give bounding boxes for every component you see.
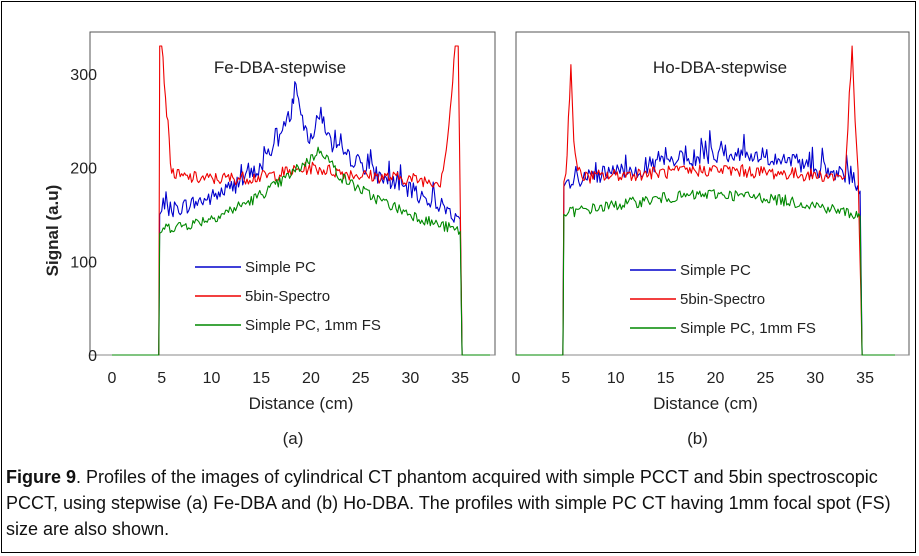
x-tick-label: 5 bbox=[561, 370, 570, 387]
series-line-simple-pc-1mm-fs bbox=[112, 146, 490, 356]
legend-label: 5bin-Spectro bbox=[245, 288, 330, 305]
x-tick-label: 15 bbox=[657, 370, 675, 387]
x-tick-label: 20 bbox=[707, 370, 725, 387]
series-line-simple-pc bbox=[516, 130, 895, 356]
series-line-simple-pc-1mm-fs bbox=[516, 189, 895, 356]
caption-text: . Profiles of the images of cylindrical … bbox=[6, 467, 891, 539]
x-axis-label: Distance (cm) bbox=[249, 394, 354, 413]
x-tick-label: 25 bbox=[352, 370, 370, 387]
x-tick-label: 25 bbox=[756, 370, 774, 387]
x-tick-label: 10 bbox=[607, 370, 625, 387]
x-tick-label: 20 bbox=[302, 370, 320, 387]
legend-label: Simple PC, 1mm FS bbox=[245, 317, 381, 334]
x-tick-label: 5 bbox=[157, 370, 166, 387]
legend-label: 5bin-Spectro bbox=[680, 291, 765, 308]
panel-label: (b) bbox=[687, 429, 708, 448]
x-tick-label: 35 bbox=[856, 370, 874, 387]
x-tick-label: 30 bbox=[402, 370, 420, 387]
x-tick-label: 30 bbox=[806, 370, 824, 387]
series-line-simple-pc bbox=[112, 81, 490, 356]
panel-label: (a) bbox=[283, 429, 304, 448]
chart-title: Ho-DBA-stepwise bbox=[653, 58, 787, 77]
y-tick-label: 0 bbox=[88, 348, 97, 365]
x-tick-label: 35 bbox=[451, 370, 469, 387]
figure-label: Figure 9 bbox=[6, 467, 77, 487]
x-axis-label: Distance (cm) bbox=[653, 394, 758, 413]
legend-label: Simple PC bbox=[245, 259, 316, 276]
series-line-5bin-spectro bbox=[516, 45, 895, 356]
x-tick-label: 0 bbox=[512, 370, 521, 387]
series-line-5bin-spectro bbox=[112, 45, 490, 356]
legend-label: Simple PC bbox=[680, 262, 751, 279]
y-tick-label: 200 bbox=[70, 161, 97, 178]
y-tick-label: 300 bbox=[70, 67, 97, 84]
legend-label: Simple PC, 1mm FS bbox=[680, 320, 816, 337]
x-tick-label: 15 bbox=[252, 370, 270, 387]
figure-caption: Figure 9. Profiles of the images of cyli… bbox=[6, 464, 911, 542]
chart-title: Fe-DBA-stepwise bbox=[214, 58, 346, 77]
y-axis-label: Signal (a.u) bbox=[43, 185, 62, 277]
x-tick-label: 10 bbox=[203, 370, 221, 387]
x-tick-label: 0 bbox=[108, 370, 117, 387]
y-tick-label: 100 bbox=[70, 254, 97, 271]
